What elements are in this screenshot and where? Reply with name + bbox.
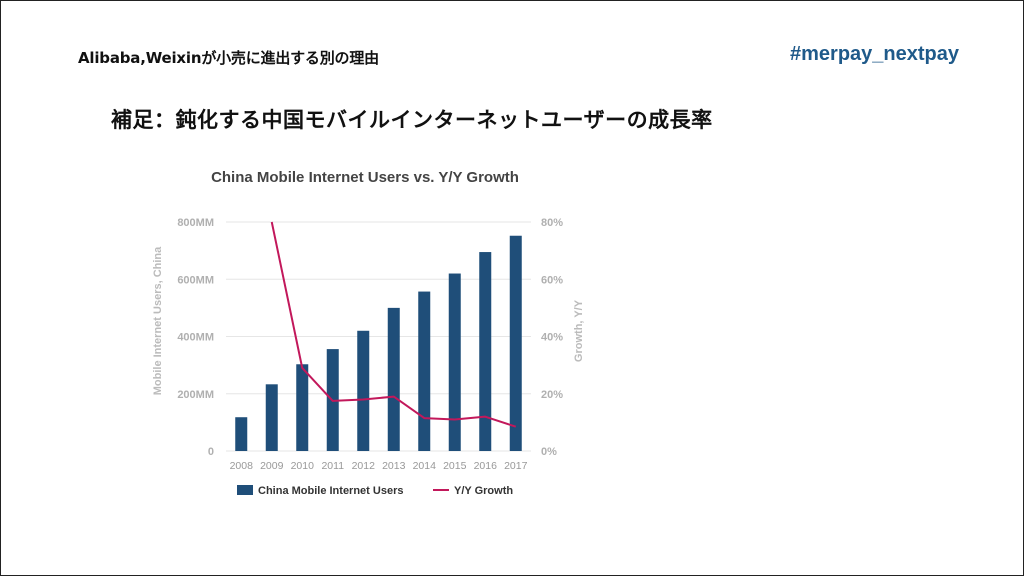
y2-axis-label: Growth, Y/Y xyxy=(573,299,585,362)
bar-2016 xyxy=(479,252,492,451)
bar-2008 xyxy=(235,417,248,451)
y-tick-label: 600MM xyxy=(177,274,214,286)
left-axis-ticks: 0 200MM 400MM 600MM 800MM xyxy=(177,217,214,458)
legend-bar-swatch xyxy=(237,485,253,495)
legend-line-label: Y/Y Growth xyxy=(454,485,513,497)
bar-series xyxy=(235,235,522,451)
bar-2012 xyxy=(357,330,370,451)
x-tick-label: 2012 xyxy=(352,460,376,472)
x-tick-label: 2010 xyxy=(291,460,315,472)
y2-tick-label: 40% xyxy=(541,332,563,344)
y2-tick-label: 60% xyxy=(541,274,563,286)
x-tick-label: 2015 xyxy=(443,460,467,472)
bar-2017 xyxy=(509,235,522,451)
x-tick-label: 2009 xyxy=(260,460,284,472)
legend-bar-label: China Mobile Internet Users xyxy=(258,485,403,497)
y2-tick-label: 80% xyxy=(541,217,563,229)
y-tick-label: 200MM xyxy=(177,389,214,401)
y-tick-label: 0 xyxy=(208,446,214,458)
x-tick-label: 2017 xyxy=(504,460,528,472)
line-series xyxy=(270,221,517,428)
x-tick-label: 2011 xyxy=(321,460,344,472)
x-tick-label: 2016 xyxy=(474,460,498,472)
bar-2013 xyxy=(387,307,400,451)
right-axis-ticks: 0% 20% 40% 60% 80% xyxy=(541,217,563,458)
y-axis-label: Mobile Internet Users, China xyxy=(152,246,164,395)
slide-header-title: Alibaba,Weixinが小売に進出する別の理由 xyxy=(78,49,379,67)
x-tick-label: 2014 xyxy=(413,460,437,472)
bar-2010 xyxy=(296,364,309,451)
x-tick-label: 2013 xyxy=(382,460,406,472)
chart-title: China Mobile Internet Users vs. Y/Y Grow… xyxy=(211,169,519,186)
chart-legend: China Mobile Internet Users Y/Y Growth xyxy=(237,485,513,497)
y-tick-label: 800MM xyxy=(177,217,214,229)
y2-tick-label: 0% xyxy=(541,446,557,458)
bar-2015 xyxy=(448,273,461,451)
slide-subtitle: 補足：鈍化する中国モバイルインターネットユーザーの成長率 xyxy=(111,108,713,132)
x-axis-ticks: 2008 2009 2010 2011 2012 2013 2014 2015 2016 2017 xyxy=(230,460,528,472)
bar-2009 xyxy=(265,384,278,451)
hashtag-label: #merpay_nextpay xyxy=(790,43,959,65)
y-tick-label: 400MM xyxy=(177,332,214,344)
y2-tick-label: 20% xyxy=(541,389,563,401)
x-tick-label: 2008 xyxy=(230,460,254,472)
bar-2014 xyxy=(418,291,431,451)
